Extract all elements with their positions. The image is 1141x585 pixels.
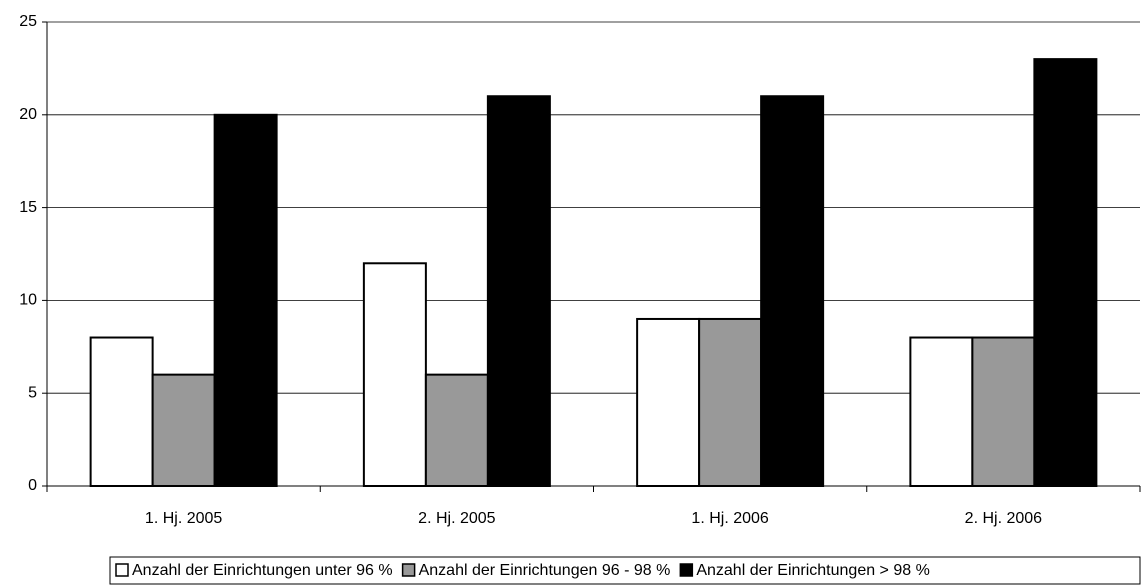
bar: [971, 336, 1036, 487]
x-tick-label: 1. Hj. 2005: [145, 510, 222, 527]
x-tick-label: 2. Hj. 2006: [965, 510, 1042, 527]
legend-label: Anzahl der Einrichtungen > 98 %: [696, 562, 929, 579]
legend-marker: [679, 563, 694, 577]
bar: [89, 336, 154, 487]
y-tick-label: 0: [28, 477, 37, 494]
bar: [698, 317, 763, 487]
legend-label: Anzahl der Einrichtungen unter 96 %: [132, 562, 393, 579]
bar: [636, 317, 701, 487]
bar: [760, 95, 825, 488]
legend-marker: [401, 563, 416, 577]
bar: [424, 373, 489, 488]
bar: [486, 95, 551, 488]
legend-marker: [115, 563, 129, 577]
bar: [213, 113, 278, 488]
bar: [362, 262, 427, 487]
y-tick-label: 15: [19, 199, 37, 216]
bar: [151, 373, 216, 488]
bar: [909, 336, 974, 487]
legend-label: Anzahl der Einrichtungen 96 - 98 %: [419, 562, 671, 579]
x-tick-label: 1. Hj. 2006: [691, 510, 768, 527]
y-tick-label: 20: [19, 106, 37, 123]
bar: [1033, 58, 1098, 488]
y-tick-label: 10: [19, 292, 37, 309]
legend-box: [109, 556, 1141, 585]
x-tick-label: 2. Hj. 2005: [418, 510, 495, 527]
y-tick-label: 25: [19, 13, 37, 30]
y-tick-label: 5: [28, 384, 37, 401]
